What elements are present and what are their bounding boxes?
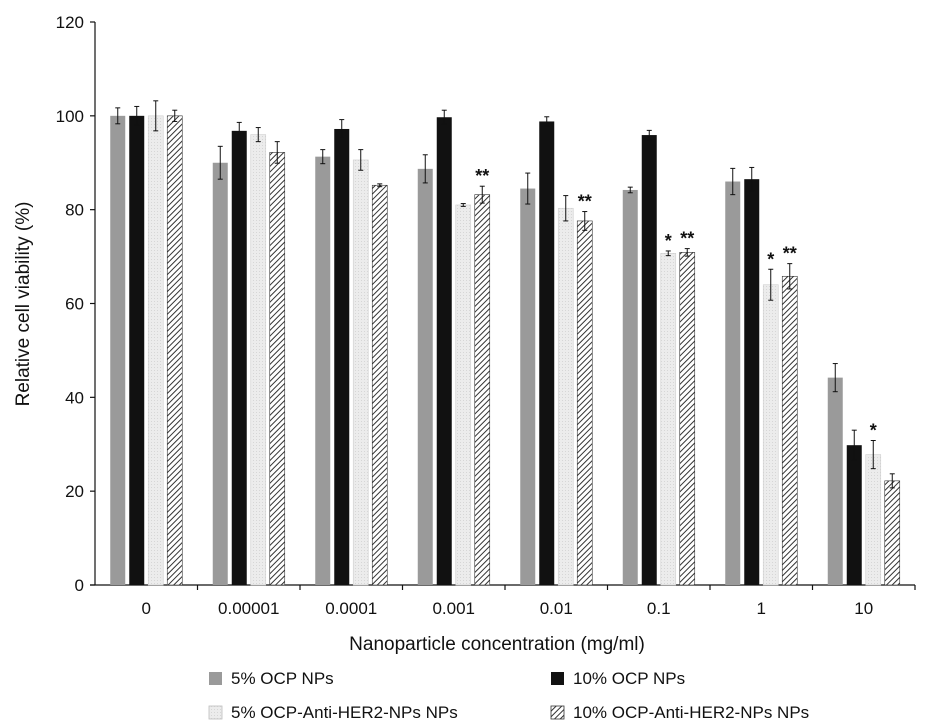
bar: [827, 377, 843, 585]
significance-label: **: [578, 192, 592, 212]
significance-label: *: [870, 420, 877, 440]
legend-label: 10% OCP NPs: [573, 669, 685, 688]
significance-label: *: [665, 231, 672, 251]
x-axis-title: Nanoparticle concentration (mg/ml): [349, 634, 645, 655]
legend-swatch: [209, 672, 222, 685]
legend-label: 10% OCP-Anti-HER2-NPs NPs: [573, 703, 809, 722]
legend-swatch: [208, 705, 223, 720]
x-tick-label: 10: [854, 599, 873, 618]
bar: [557, 207, 574, 586]
bar: [269, 152, 286, 586]
y-tick-label: 0: [75, 576, 84, 595]
legend-label: 5% OCP NPs: [231, 669, 334, 688]
y-tick-label: 40: [65, 388, 84, 407]
legend: 5% OCP NPs 10% OCP NPs 5% OCP-Anti-HER2-NP…: [208, 669, 809, 722]
bar: [474, 194, 491, 586]
bar: [231, 130, 247, 585]
bar: [679, 252, 696, 586]
significance-label: **: [783, 244, 797, 264]
y-tick-label: 60: [65, 295, 84, 314]
bar: [455, 204, 472, 586]
bar: [212, 162, 228, 585]
bar: [846, 445, 862, 585]
y-tick-label: 100: [56, 107, 84, 126]
bar: [166, 115, 183, 586]
legend-swatch: [550, 705, 565, 720]
x-tick-label: 0.1: [647, 599, 671, 618]
bar: [641, 135, 657, 586]
bars-group: [110, 100, 901, 586]
x-tick-label: 0.00001: [218, 599, 279, 618]
bar: [352, 159, 369, 586]
bar: [417, 168, 433, 585]
legend-label: 5% OCP-Anti-HER2-NPs NPs: [231, 703, 458, 722]
y-tick-label: 80: [65, 201, 84, 220]
bar: [781, 275, 798, 586]
bar: [250, 134, 267, 586]
bar: [660, 252, 677, 586]
y-tick-label: 120: [56, 13, 84, 32]
bar: [865, 454, 882, 586]
bar: [436, 117, 452, 585]
x-tick-label: 1: [757, 599, 766, 618]
significance-label: **: [475, 166, 489, 186]
bar: [334, 128, 350, 585]
y-tick-label: 20: [65, 482, 84, 501]
x-tick-label: 0: [142, 599, 151, 618]
bar: [371, 184, 388, 586]
bar: [129, 115, 145, 585]
bar: [110, 115, 126, 585]
x-tick-label: 0.01: [540, 599, 573, 618]
bar: [315, 156, 331, 586]
bar: [147, 115, 164, 586]
significance-label: *: [767, 249, 774, 269]
bar: [725, 181, 741, 585]
x-tick-label: 0.0001: [325, 599, 377, 618]
bar: [744, 179, 760, 585]
significance-label: **: [680, 229, 694, 249]
y-axis-title: Relative cell viability (%): [13, 202, 34, 407]
legend-swatch: [551, 672, 564, 685]
bar: [576, 220, 593, 586]
bar: [884, 480, 901, 586]
bar: [539, 121, 555, 586]
bar: [520, 188, 536, 585]
bar: [622, 189, 638, 585]
bar: [762, 284, 779, 586]
x-tick-label: 0.001: [432, 599, 475, 618]
